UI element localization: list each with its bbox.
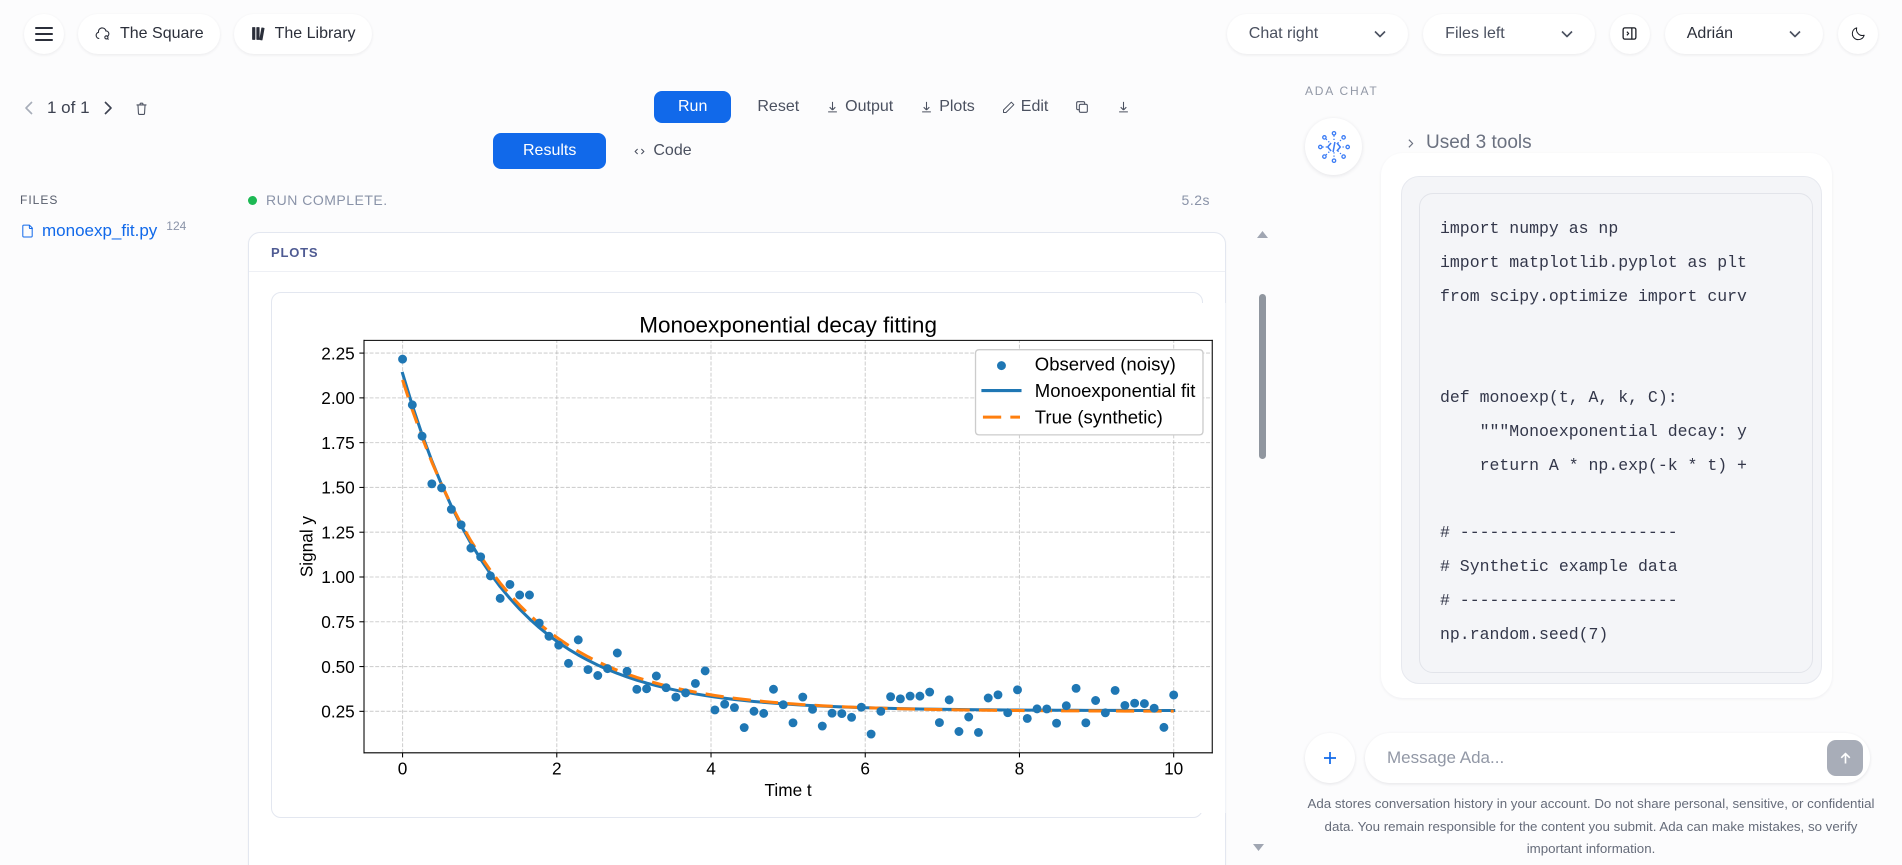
svg-text:6: 6 — [860, 759, 870, 779]
svg-text:Time t: Time t — [765, 780, 812, 800]
svg-text:Signal y: Signal y — [296, 516, 316, 578]
svg-text:4: 4 — [706, 759, 716, 779]
svg-text:2.25: 2.25 — [321, 343, 354, 363]
svg-text:0.25: 0.25 — [321, 702, 354, 722]
svg-text:0.50: 0.50 — [321, 657, 354, 677]
svg-text:Observed (noisy): Observed (noisy) — [1035, 354, 1176, 375]
svg-text:Monoexponential decay fitting: Monoexponential decay fitting — [639, 312, 937, 337]
svg-text:1.75: 1.75 — [321, 433, 354, 453]
svg-text:2.00: 2.00 — [321, 388, 354, 408]
svg-text:2: 2 — [552, 759, 562, 779]
svg-text:1.50: 1.50 — [321, 478, 354, 498]
svg-text:10: 10 — [1164, 759, 1183, 779]
svg-text:1.25: 1.25 — [321, 522, 354, 542]
svg-text:0: 0 — [398, 759, 408, 779]
svg-text:True (synthetic): True (synthetic) — [1035, 407, 1163, 428]
svg-text:0.75: 0.75 — [321, 612, 354, 632]
svg-text:8: 8 — [1015, 759, 1025, 779]
svg-text:Monoexponential fit: Monoexponential fit — [1035, 380, 1196, 401]
svg-text:1.00: 1.00 — [321, 567, 354, 587]
